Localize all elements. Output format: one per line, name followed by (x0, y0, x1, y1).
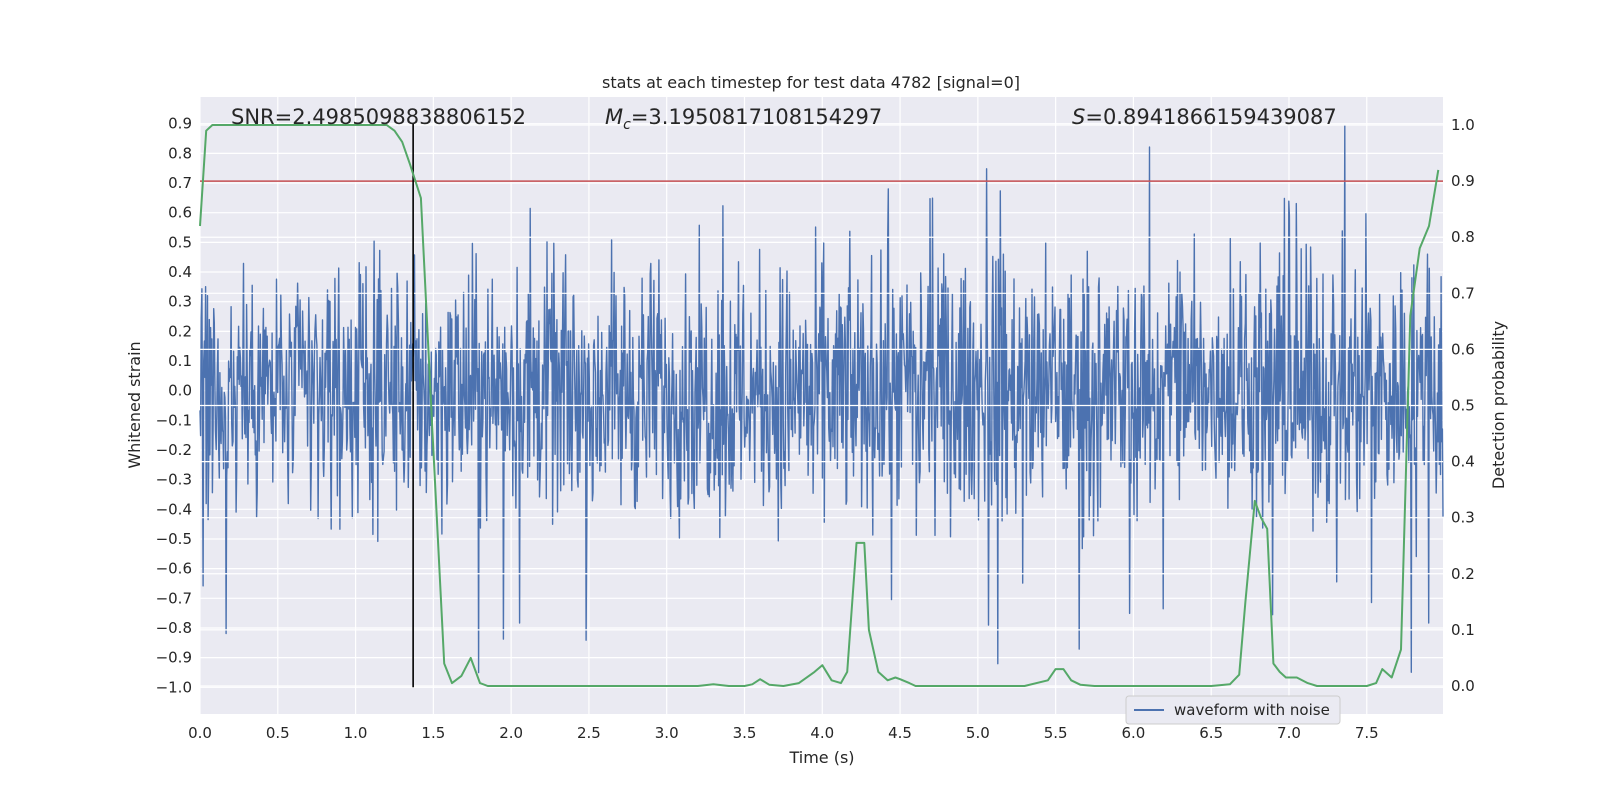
x-tick-label: 2.5 (577, 724, 601, 742)
chirp-mass-subscript: c (623, 117, 631, 133)
y-right-tick-labels: 1.0 0.9 0.8 0.7 0.6 0.5 0.4 0.3 0.2 0.1 0.0 (1451, 116, 1475, 695)
waveform-series (199, 124, 1444, 674)
y-left-tick-label: −0.7 (156, 589, 192, 607)
y-left-tick-label: −0.9 (156, 649, 192, 667)
x-tick-label: 1.0 (344, 724, 368, 742)
probability-line (199, 124, 1440, 687)
y-right-tick-label: 0.1 (1451, 621, 1475, 639)
x-tick-label: 3.5 (733, 724, 757, 742)
x-tick-label: 0.0 (188, 724, 212, 742)
y-right-tick-label: 0.9 (1451, 172, 1475, 190)
y-left-tick-labels: 0.9 0.8 0.7 0.6 0.5 0.4 0.3 0.2 0.1 0.0 −0.1 −0.2 −0… (156, 115, 192, 697)
y-left-tick-label: 0.2 (168, 322, 192, 340)
x-tick-labels: 0.0 0.5 1.0 1.5 2.0 2.5 3.0 3.5 4.0 4.5 5.0 5.5 6.0 6… (188, 724, 1379, 742)
y-left-tick-label: 0.6 (168, 204, 192, 222)
s-value: =0.8941866159439087 (1085, 105, 1336, 129)
y-left-tick-label: −0.1 (156, 411, 192, 429)
waveform-line (199, 124, 1444, 674)
y-right-tick-label: 0.3 (1451, 509, 1475, 527)
y-right-tick-label: 0.6 (1451, 340, 1475, 358)
x-tick-label: 4.0 (810, 724, 834, 742)
legend-label-waveform: waveform with noise (1174, 701, 1330, 719)
y-left-tick-label: −0.2 (156, 441, 192, 459)
y-left-tick-label: 0.3 (168, 293, 192, 311)
y-left-tick-label: −0.4 (156, 500, 192, 518)
x-tick-label: 6.5 (1199, 724, 1223, 742)
y-left-tick-label: 0.0 (168, 382, 192, 400)
y-left-tick-label: −0.3 (156, 471, 192, 489)
y-left-tick-label: −0.5 (156, 530, 192, 548)
y-right-tick-label: 0.2 (1451, 565, 1475, 583)
x-tick-label: 3.0 (655, 724, 679, 742)
probability-series-group (199, 124, 1440, 687)
x-tick-label: 7.0 (1277, 724, 1301, 742)
x-axis-label: Time (s) (788, 748, 854, 767)
y-left-tick-label: 0.7 (168, 174, 192, 192)
chirp-mass-annotation: Mc=3.1950817108154297 (605, 105, 882, 133)
x-tick-label: 4.5 (888, 724, 912, 742)
x-tick-label: 0.5 (266, 724, 290, 742)
y-left-tick-label: 0.8 (168, 144, 192, 162)
x-tick-label: 2.0 (499, 724, 523, 742)
y-right-tick-label: 0.4 (1451, 453, 1475, 471)
x-tick-label: 6.0 (1121, 724, 1145, 742)
y-left-axis-label: Whitened strain (125, 341, 144, 468)
y-right-axis-label: Detection probability (1489, 321, 1508, 489)
y-left-tick-label: 0.9 (168, 115, 192, 133)
y-right-tick-label: 0.5 (1451, 397, 1475, 415)
s-symbol: S (1072, 105, 1085, 129)
legend: waveform with noise (1125, 695, 1341, 725)
legend-box (1125, 695, 1341, 725)
y-right-tick-label: 0.8 (1451, 228, 1475, 246)
y-right-tick-label: 1.0 (1451, 116, 1475, 134)
x-tick-label: 5.0 (966, 724, 990, 742)
chirp-mass-symbol: M (605, 105, 623, 129)
x-tick-label: 5.5 (1044, 724, 1068, 742)
x-tick-label: 1.5 (421, 724, 445, 742)
chart-title: stats at each timestep for test data 478… (602, 73, 1020, 92)
chirp-mass-value: =3.1950817108154297 (631, 105, 882, 129)
y-left-tick-label: −1.0 (156, 678, 192, 696)
y-left-tick-label: 0.4 (168, 263, 192, 281)
y-left-tick-label: −0.6 (156, 560, 192, 578)
x-tick-label: 7.5 (1355, 724, 1379, 742)
y-left-tick-label: 0.5 (168, 233, 192, 251)
y-right-tick-label: 0.0 (1451, 677, 1475, 695)
y-left-tick-label: 0.1 (168, 352, 192, 370)
y-left-tick-label: −0.8 (156, 619, 192, 637)
y-right-tick-label: 0.7 (1451, 284, 1475, 302)
snr-annotation: SNR=2.4985098838806152 (231, 105, 526, 129)
s-annotation: S=0.8941866159439087 (1072, 105, 1337, 129)
